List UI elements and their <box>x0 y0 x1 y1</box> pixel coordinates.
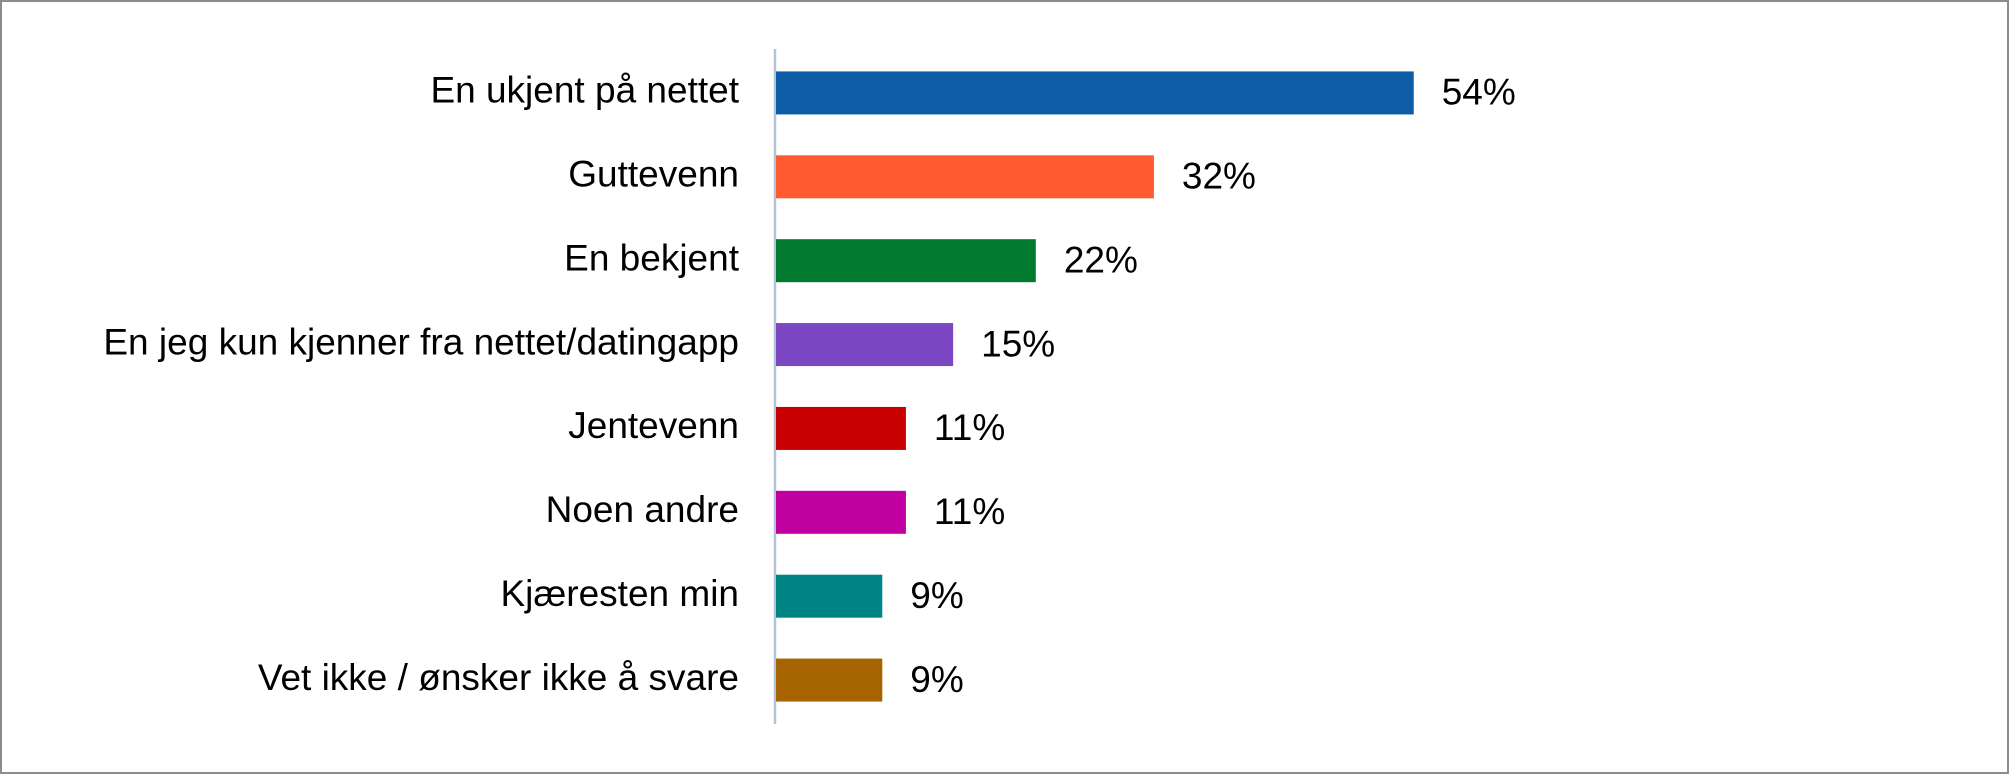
bar <box>776 239 1036 283</box>
data-label: 15% <box>981 323 1055 364</box>
bar <box>776 574 883 618</box>
bar <box>776 323 954 367</box>
bar <box>776 155 1154 199</box>
y-tick-label: Vet ikke / ønsker ikke å svare <box>258 657 739 698</box>
y-tick-label: En jeg kun kjenner fra nettet/datingapp <box>103 321 739 362</box>
data-label: 11% <box>934 407 1005 448</box>
y-tick-label: Noen andre <box>546 489 739 530</box>
data-label: 11% <box>934 491 1005 532</box>
y-tick-label: Guttevenn <box>568 154 739 195</box>
y-tick-label: Kjæresten min <box>500 573 739 614</box>
bar <box>776 406 906 450</box>
data-label: 32% <box>1182 156 1256 197</box>
y-tick-label: En ukjent på nettet <box>430 70 739 111</box>
bar <box>776 71 1414 115</box>
data-label: 54% <box>1442 72 1516 113</box>
bar <box>776 658 883 702</box>
data-label: 22% <box>1064 239 1138 280</box>
data-label: 9% <box>910 575 963 616</box>
y-tick-label: Jentevenn <box>568 405 739 446</box>
y-tick-label: En bekjent <box>564 237 740 278</box>
bar <box>776 490 906 534</box>
data-label: 9% <box>910 659 963 700</box>
